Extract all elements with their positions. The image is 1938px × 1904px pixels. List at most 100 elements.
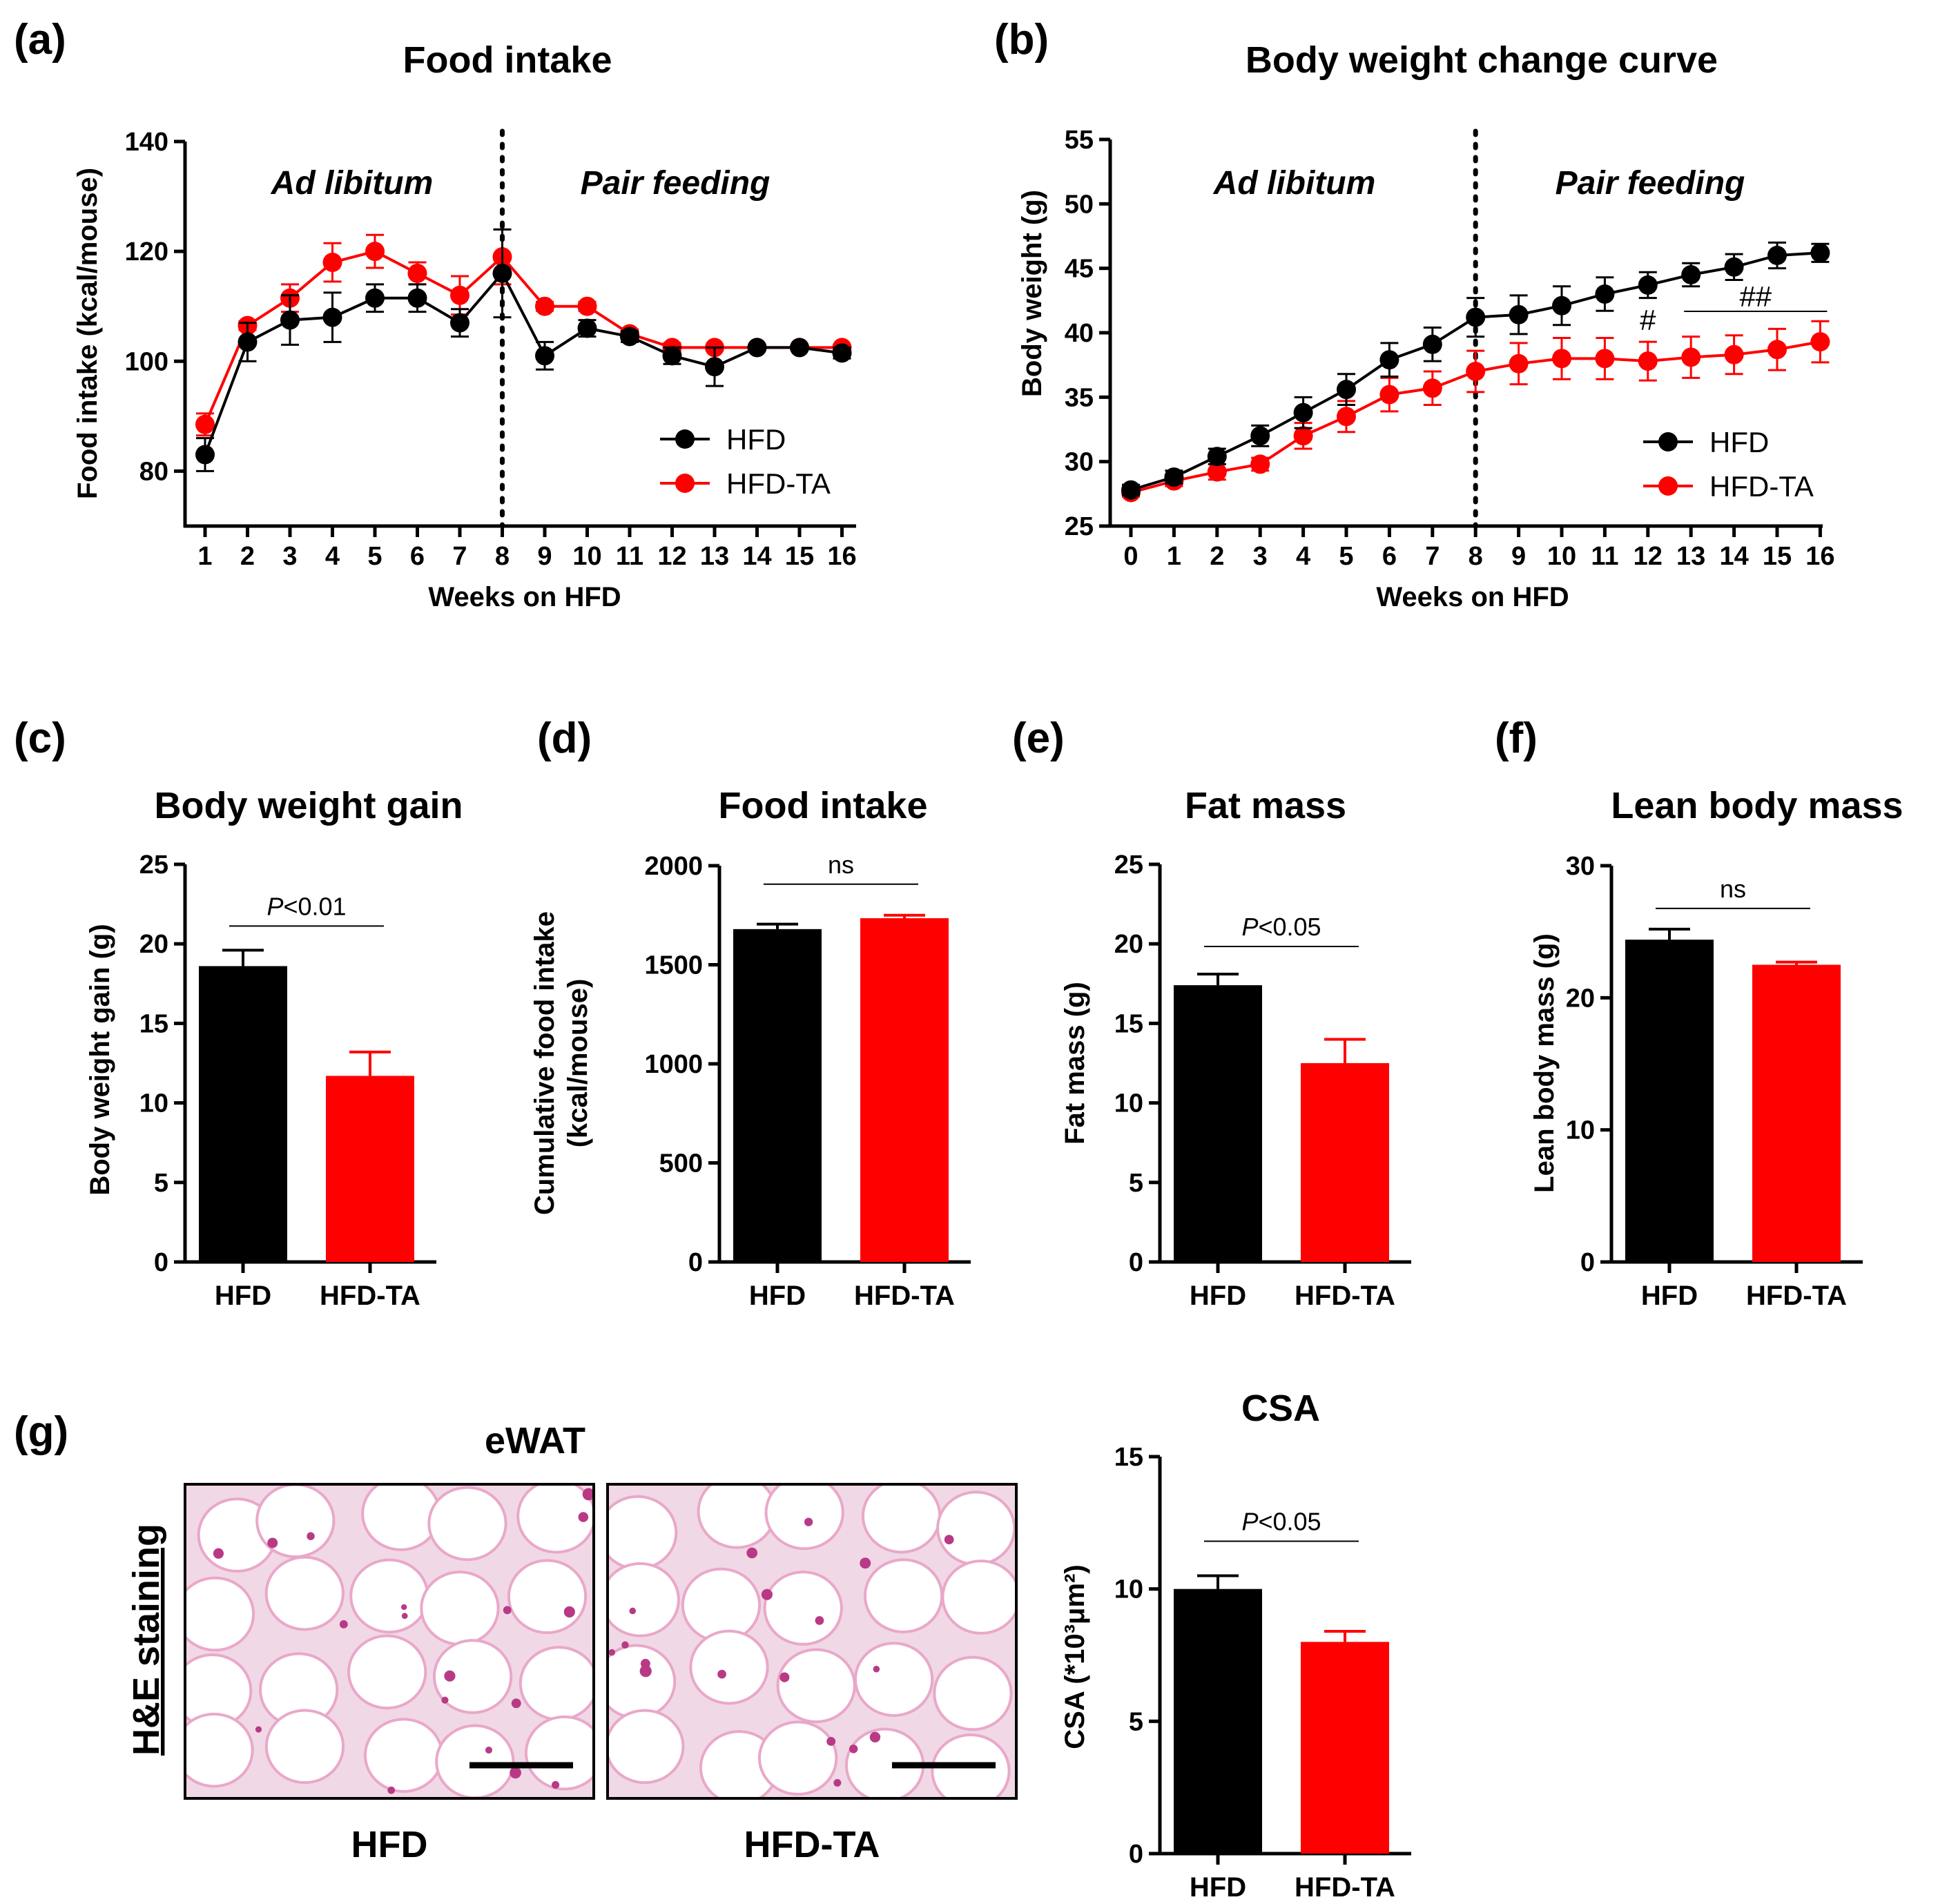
y-axis-label: Cumulative food intake	[530, 911, 560, 1215]
x-tick-label: 2	[1210, 542, 1224, 571]
y-tick-label: 1000	[644, 1050, 703, 1079]
data-point	[1250, 426, 1270, 446]
y-tick-label: 10	[1566, 1116, 1595, 1145]
y-axis-label: Food intake (kcal/mouse)	[72, 168, 103, 499]
x-tick-label: 7	[452, 542, 467, 571]
adipocyte	[185, 1712, 254, 1788]
adipocyte	[349, 1558, 429, 1634]
significance-label: ns	[828, 851, 854, 879]
bar-hfd-ta	[1752, 964, 1841, 1262]
y-tick-label: 15	[1114, 1009, 1143, 1038]
x-tick-label: 11	[1591, 542, 1618, 571]
data-point	[450, 313, 469, 333]
y-tick-label: 80	[139, 457, 168, 486]
adipocyte-pattern	[608, 1484, 1016, 1798]
nucleus	[608, 1649, 616, 1656]
nucleus	[267, 1537, 278, 1548]
data-point	[407, 288, 427, 308]
phase-label-ad-libitum: Ad libitum	[1213, 165, 1376, 202]
data-point	[322, 253, 342, 273]
x-tick-label: 5	[367, 542, 382, 571]
category-label: HFD	[215, 1281, 271, 1311]
micrograph-content	[608, 1484, 1016, 1798]
data-point	[1552, 295, 1571, 315]
p-value: <0.05	[1258, 913, 1321, 941]
panel-label: (g)	[14, 1408, 68, 1456]
adipocyte	[363, 1718, 444, 1793]
nucleus	[944, 1535, 954, 1544]
nucleus	[387, 1786, 396, 1794]
data-point	[790, 338, 809, 358]
nucleus	[639, 1665, 652, 1678]
nucleus	[815, 1615, 824, 1625]
adipocyte	[757, 1720, 838, 1796]
x-tick-label: 13	[700, 542, 729, 571]
data-point	[1207, 447, 1227, 467]
panel-label: (d)	[537, 715, 592, 762]
x-tick-label: 13	[1676, 542, 1705, 571]
data-point	[365, 288, 385, 308]
panel-label: (b)	[994, 16, 1049, 64]
data-point	[365, 242, 385, 262]
data-point	[1724, 257, 1744, 277]
data-point	[1121, 480, 1141, 500]
nucleus	[213, 1548, 224, 1559]
data-point	[1293, 426, 1313, 446]
adipocyte	[764, 1484, 844, 1551]
data-point	[620, 327, 639, 347]
data-point	[1595, 349, 1615, 369]
nucleus	[552, 1780, 560, 1789]
phase-label-pair-feeding: Pair feeding	[581, 165, 771, 202]
chart-b: (b) Body weight change curve2530354045505…	[994, 16, 1835, 612]
data-point	[1767, 340, 1787, 360]
panel-label: (f)	[1495, 715, 1538, 762]
nucleus	[510, 1767, 521, 1779]
x-tick-label: 0	[1123, 542, 1138, 571]
nucleus	[563, 1606, 575, 1618]
adipocyte	[936, 1490, 1016, 1566]
nucleus	[849, 1745, 858, 1754]
nucleus	[860, 1557, 871, 1569]
x-tick-label: 4	[1296, 542, 1310, 571]
nucleus	[400, 1604, 407, 1611]
x-tick-label: 16	[1805, 542, 1834, 571]
nucleus	[441, 1696, 449, 1704]
data-point	[450, 285, 469, 305]
y-tick-label: 0	[688, 1248, 703, 1277]
adipocyte	[524, 1715, 594, 1791]
micrograph-hfd-ta: HFD-TA	[606, 1483, 1018, 1865]
p-symbol: P	[1241, 1508, 1258, 1536]
micrograph-label: HFD	[351, 1824, 428, 1865]
panel-label: (e)	[1012, 715, 1065, 762]
histology-panel: (g) eWAT H&E staining HFD HFD-TA	[14, 1408, 1018, 1865]
chart-title: CSA	[1241, 1388, 1320, 1429]
p-symbol: P	[267, 892, 283, 920]
data-point	[1293, 402, 1313, 422]
micrograph-frame	[606, 1483, 1018, 1800]
nucleus	[339, 1620, 348, 1629]
category-label: HFD	[1190, 1281, 1246, 1311]
y-tick-label: 2000	[644, 852, 703, 881]
chart-g: CSA 0 5 10 15 HFD HFD-TA P<0.05 CSA (*10³μm²)	[1060, 1388, 1411, 1903]
micrograph-content	[185, 1484, 594, 1798]
p-symbol: P	[1241, 913, 1258, 941]
y-tick-label: 15	[139, 1009, 168, 1038]
nucleus	[761, 1589, 773, 1600]
y-tick-label: 35	[1065, 383, 1094, 412]
bar-hfd	[1174, 1589, 1262, 1854]
y-axis-label-units: (kcal/mouse)	[563, 979, 593, 1148]
nucleus	[511, 1698, 521, 1709]
adipocyte	[507, 1559, 588, 1634]
adipocyte	[516, 1484, 594, 1554]
adipocyte	[435, 1724, 515, 1798]
category-label: HFD	[1641, 1281, 1698, 1311]
data-point	[280, 310, 300, 330]
y-tick-label: 0	[1129, 1840, 1143, 1869]
x-tick-label: 14	[742, 542, 771, 571]
x-tick-label: 3	[282, 542, 297, 571]
panel-label: (a)	[14, 16, 66, 64]
chart-d: (d) Food intake 0 500 1000 1500 2000 HFD HFD-TA n…	[530, 715, 971, 1311]
y-tick-label: 50	[1065, 190, 1094, 219]
